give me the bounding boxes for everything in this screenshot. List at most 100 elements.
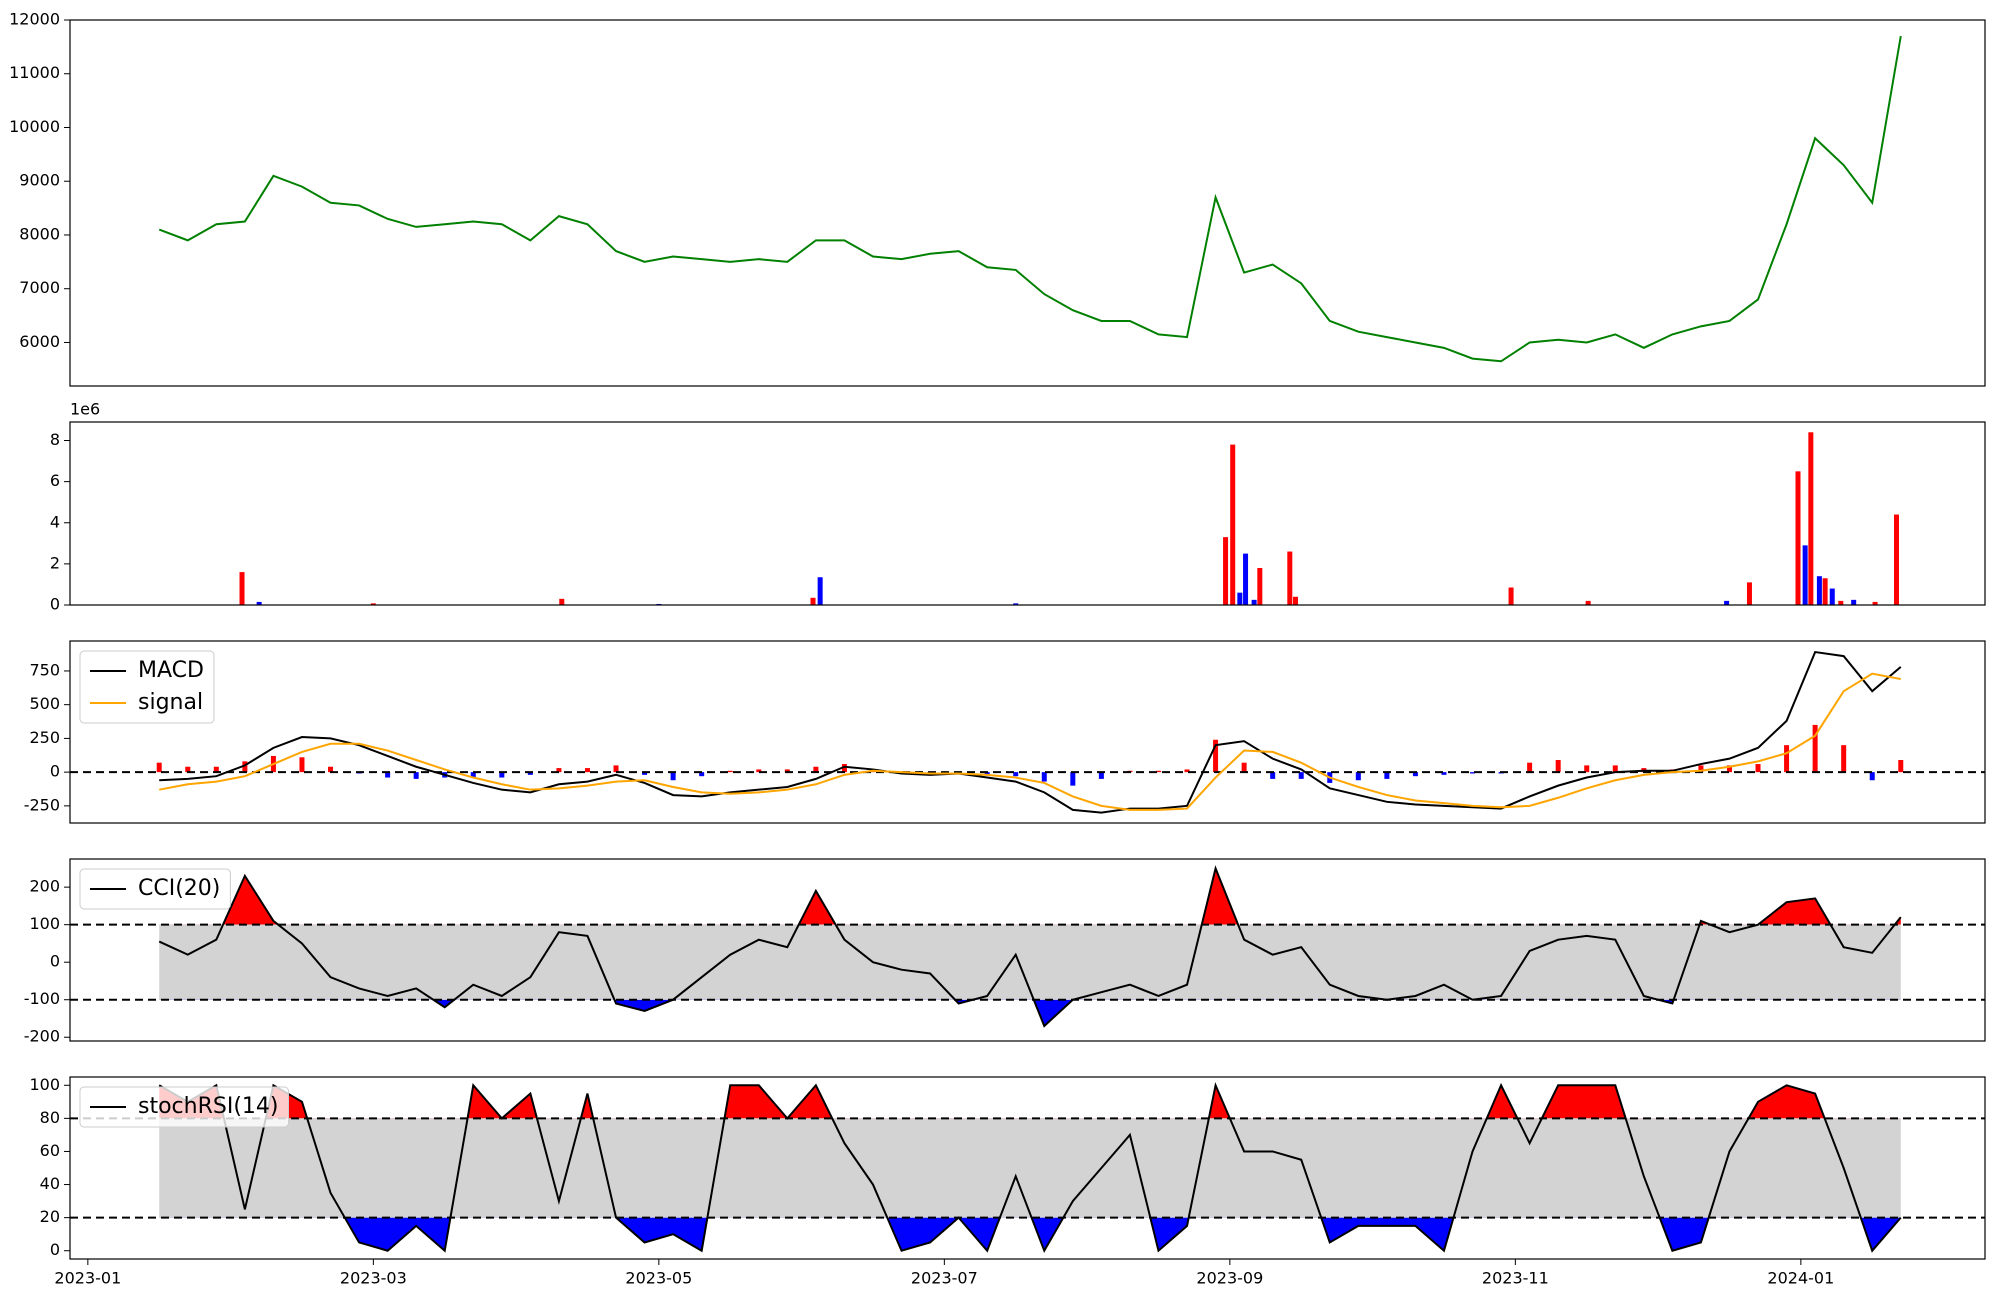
- x-tick-label: 2023-09: [1196, 1269, 1263, 1288]
- bar: [1829, 588, 1835, 605]
- hist-bar: [556, 768, 562, 773]
- legend-box: [79, 868, 231, 910]
- panel: 6000 7000 8000 9000 10000 11000 12000: [9, 10, 1986, 387]
- y-tick-label: 40: [40, 1174, 60, 1193]
- y-tick-label: 200: [29, 877, 60, 896]
- hist-bar: [1184, 769, 1190, 773]
- hist-bar: [328, 766, 334, 773]
- hist-bar: [1841, 745, 1847, 773]
- hist-bar: [385, 772, 391, 778]
- y-tick-label: 9000: [19, 171, 60, 190]
- legend-label: MACD: [138, 658, 204, 683]
- x-tick-label: 2023-03: [340, 1269, 407, 1288]
- bar: [1243, 553, 1249, 605]
- bar: [1724, 600, 1730, 605]
- bar: [817, 577, 823, 605]
- bar: [1893, 514, 1899, 605]
- hist-bar: [699, 772, 705, 777]
- bar: [239, 572, 245, 605]
- hist-bar: [1013, 772, 1019, 777]
- hist-bar: [1812, 724, 1818, 773]
- x-tick-label: 2024-01: [1767, 1269, 1834, 1288]
- hist-bar: [213, 766, 219, 773]
- legend-box: [79, 650, 215, 724]
- legend-label: signal: [138, 690, 203, 715]
- offset-label: 1e6: [70, 400, 100, 419]
- y-tick-label: 8000: [19, 224, 60, 243]
- y-tick-label: 12000: [9, 10, 60, 29]
- y-tick-label: 0: [50, 1240, 60, 1259]
- axes-frame: [69, 1076, 1986, 1260]
- series-line: [158, 35, 1902, 363]
- hist-bar: [1584, 765, 1590, 773]
- hist-bar: [185, 766, 191, 773]
- y-tick-label: 2: [50, 553, 60, 572]
- hist-bar: [1470, 772, 1476, 774]
- hist-bar: [1213, 739, 1219, 773]
- hist-bar: [1612, 765, 1618, 773]
- y-tick-label: 60: [40, 1141, 60, 1160]
- y-tick-label: 10000: [9, 117, 60, 136]
- bar: [559, 598, 565, 605]
- panel: 0 20 40 60 80 100 2023-01 2023-03 2023-05 2023-07…: [29, 1075, 1986, 1288]
- hist-bar: [1384, 772, 1390, 779]
- axes-frame: [69, 858, 1986, 1042]
- x-tick-label: 2023-05: [625, 1269, 692, 1288]
- y-tick-label: 0: [50, 595, 60, 614]
- band: [159, 924, 1901, 1000]
- y-tick-label: 750: [29, 660, 60, 679]
- y-tick-label: 80: [40, 1108, 60, 1127]
- hist-bar: [841, 764, 847, 773]
- y-tick-label: 8: [50, 430, 60, 449]
- hist-bar: [1355, 772, 1361, 781]
- hist-bar: [1070, 772, 1076, 786]
- hist-bar: [784, 769, 790, 773]
- bar: [1816, 576, 1822, 605]
- bar: [1508, 587, 1514, 605]
- panel: -250 0 250 500 750 MACD signal: [24, 640, 1986, 824]
- bar: [1872, 601, 1878, 605]
- bar: [1585, 600, 1591, 605]
- hist-bar: [1241, 762, 1247, 773]
- hist-bar: [1155, 770, 1161, 773]
- hist-bar: [1298, 772, 1304, 779]
- hist-bar: [470, 772, 476, 778]
- y-tick-label: 500: [29, 694, 60, 713]
- hist-bar: [242, 761, 248, 773]
- axes-frame: [69, 640, 1986, 824]
- bar: [1808, 432, 1814, 605]
- bar: [810, 597, 816, 605]
- hist-bar: [499, 772, 505, 778]
- hist-bar: [1698, 765, 1704, 773]
- y-tick-label: -250: [24, 795, 60, 814]
- y-tick-label: 250: [29, 728, 60, 747]
- bar: [1230, 444, 1236, 605]
- y-tick-label: 0: [50, 762, 60, 781]
- series-line: [159, 672, 1901, 811]
- hist-bar: [1869, 772, 1875, 781]
- series-line: [158, 1081, 1902, 1254]
- y-tick-label: 11000: [9, 63, 60, 82]
- y-tick-label: 4: [50, 512, 60, 531]
- hist-bar: [1270, 772, 1276, 779]
- bar: [1293, 596, 1299, 605]
- hist-bar: [642, 772, 648, 775]
- y-tick-label: 6000: [19, 332, 60, 351]
- hist-bar: [756, 769, 762, 773]
- bar: [1013, 603, 1019, 605]
- panel: -200 -100 0 100 200 CCI(20): [24, 858, 1986, 1046]
- legend-label: CCI(20): [138, 876, 220, 901]
- hist-bar: [1726, 765, 1732, 773]
- y-tick-label: -200: [24, 1027, 60, 1046]
- hist-bar: [1041, 772, 1047, 782]
- hist-bar: [727, 770, 733, 773]
- hist-bar: [1784, 745, 1790, 773]
- hist-bar: [1098, 772, 1104, 779]
- bar: [1237, 592, 1243, 605]
- x-tick-label: 2023-01: [54, 1269, 121, 1288]
- axes-frame: [69, 19, 1986, 387]
- bar: [1287, 551, 1293, 605]
- series-line: [158, 865, 1902, 1028]
- y-tick-label: -100: [24, 989, 60, 1008]
- hist-bar: [1412, 772, 1418, 777]
